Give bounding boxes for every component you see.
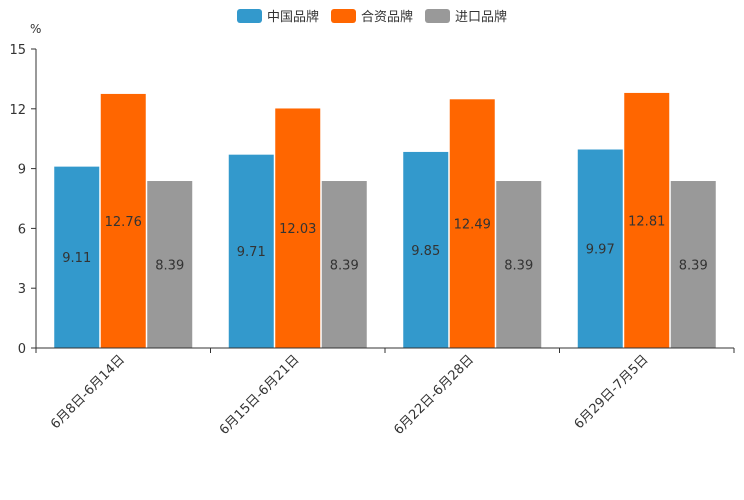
y-tick-label-4: 12 (9, 103, 26, 118)
x-axis: 6月8日-6月14日 6月15日-6月21日 6月22日-6月28日 6月29日-7月… (35, 347, 735, 438)
bar-合资品牌-0 (100, 93, 147, 349)
y-tick-label-3: 9 (18, 163, 26, 178)
bar-进口品牌-0 (146, 180, 193, 349)
legend-label-2: 进口品牌 (455, 9, 507, 25)
data-label-合资品牌-2: 12.49 (454, 218, 491, 233)
legend-label-1: 合资品牌 (361, 9, 413, 25)
x-tick-label-1: 6月15日-6月21日 (217, 352, 303, 438)
bar-中国品牌-3 (577, 149, 624, 349)
legend-swatch-2 (425, 9, 450, 23)
y-tick-label-2: 6 (18, 222, 26, 237)
legend: 中国品牌 合资品牌 进口品牌 (237, 9, 507, 25)
data-label-中国品牌-1: 9.71 (237, 245, 266, 260)
data-label-进口品牌-3: 8.39 (679, 258, 708, 273)
x-tick-label-3: 6月29日-7月5日 (572, 352, 652, 432)
data-label-进口品牌-2: 8.39 (504, 258, 533, 273)
bars: 9.11 12.76 8.39 9.71 12.03 8.39 9.85 12.49 8.39 9… (53, 92, 717, 349)
legend-label-0: 中国品牌 (267, 9, 319, 25)
data-label-进口品牌-0: 8.39 (155, 258, 184, 273)
bar-中国品牌-1 (228, 154, 275, 349)
data-label-合资品牌-1: 12.03 (279, 222, 316, 237)
bar-中国品牌-2 (402, 151, 449, 349)
y-axis: 0 3 6 9 12 15 (9, 43, 37, 357)
data-label-合资品牌-0: 12.76 (105, 215, 142, 230)
y-tick-label-5: 15 (9, 43, 26, 58)
y-axis-label: % (30, 22, 41, 36)
bar-合资品牌-3 (623, 92, 670, 349)
bar-合资品牌-2 (449, 98, 496, 349)
y-tick-label-1: 3 (18, 282, 26, 297)
x-tick-label-2: 6月22日-6月28日 (391, 352, 477, 438)
data-label-中国品牌-2: 9.85 (411, 244, 440, 259)
legend-swatch-1 (331, 9, 356, 23)
data-label-合资品牌-3: 12.81 (628, 214, 665, 229)
legend-swatch-0 (237, 9, 262, 23)
x-tick-label-0: 6月8日-6月14日 (48, 352, 128, 432)
data-label-中国品牌-3: 9.97 (586, 243, 615, 258)
bar-合资品牌-1 (274, 107, 321, 349)
data-label-中国品牌-0: 9.11 (62, 251, 91, 266)
bar-进口品牌-1 (321, 180, 368, 349)
bar-进口品牌-2 (495, 180, 542, 349)
bar-进口品牌-3 (670, 180, 717, 349)
data-label-进口品牌-1: 8.39 (330, 258, 359, 273)
y-tick-label-0: 0 (18, 342, 26, 357)
